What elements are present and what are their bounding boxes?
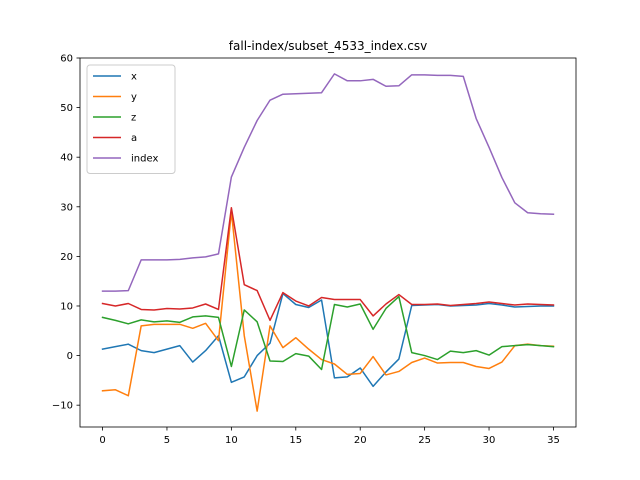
legend-label-x: x (131, 72, 137, 83)
series-line-a (101, 207, 555, 322)
legend-label-index: index (131, 154, 158, 165)
legend-label-y: y (131, 92, 137, 103)
y-tick-label: −10 (52, 401, 73, 412)
y-tick-label: 20 (60, 252, 73, 263)
plot-area: 0 5 10 15 20 25 30 35 −10 0 10 20 30 40 50 60 (52, 54, 577, 446)
x-tick-label: 10 (225, 435, 238, 446)
x-tick-label: 0 (99, 435, 105, 446)
x-tick-label: 20 (354, 435, 367, 446)
series-line-z (101, 295, 555, 371)
legend-label-a: a (131, 133, 137, 144)
legend-box (86, 64, 176, 174)
x-tick-label: 35 (547, 435, 560, 446)
y-tick-label: 50 (60, 103, 73, 114)
x-tick-label: 30 (483, 435, 496, 446)
series-line-index (101, 73, 555, 292)
y-tick-label: 40 (60, 153, 73, 164)
y-tick-label: 10 (60, 301, 73, 312)
axes-frame (79, 57, 577, 428)
chart-title: fall-index/subset_4533_index.csv (229, 39, 427, 53)
x-tick-label: 15 (289, 435, 302, 446)
legend-label-z: z (131, 113, 136, 124)
x-tick-label: 5 (164, 435, 170, 446)
y-tick-label: 30 (60, 202, 73, 213)
x-tick-label: 25 (418, 435, 431, 446)
y-tick-label: 60 (60, 54, 73, 65)
y-tick-label: 0 (67, 351, 73, 362)
series-line-y (101, 211, 555, 412)
